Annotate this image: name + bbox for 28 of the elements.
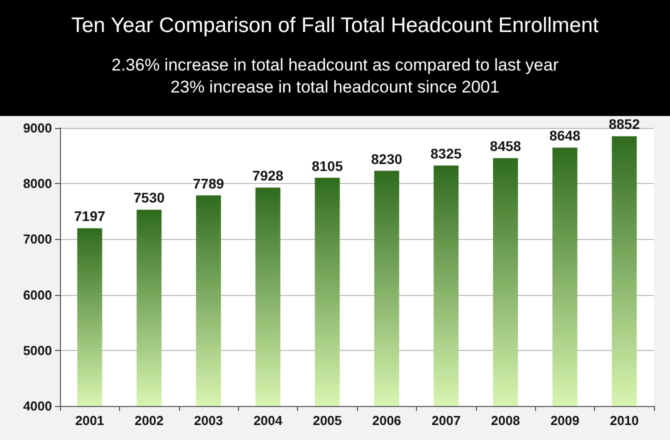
data-label: 8852 [608, 116, 640, 132]
x-tick-label: 2006 [372, 413, 402, 428]
data-label: 8105 [312, 158, 344, 174]
data-label: 7789 [192, 175, 224, 192]
x-tick-label: 2003 [194, 413, 223, 428]
chart-subtitle: 2.36% increase in total headcount as compared to last year 23% increase in total headcount since 2001 [112, 56, 559, 96]
data-label: 7197 [74, 208, 106, 224]
chart-title: Ten Year Comparison of Fall Total Headcount Enrollment [71, 14, 599, 37]
y-tick-label: 9000 [23, 120, 52, 136]
y-tick-label: 5000 [23, 342, 52, 358]
x-tick-label: 2004 [253, 413, 284, 428]
data-label: 8230 [371, 150, 402, 167]
x-tick-label: 2010 [610, 413, 639, 428]
x-tick-label: 2001 [75, 413, 104, 428]
x-tick-label: 2007 [432, 413, 461, 428]
x-tick-label: 2002 [134, 413, 164, 428]
x-tick-label: 2008 [491, 413, 520, 428]
data-label: 7928 [252, 168, 284, 184]
y-tick-label: 7000 [23, 232, 52, 247]
data-label: 8648 [549, 128, 581, 144]
y-tick-label: 6000 [23, 287, 52, 302]
x-tick-label: 2005 [312, 413, 342, 428]
x-tick-label: 2009 [550, 413, 580, 428]
y-tick-label: 8000 [23, 176, 52, 192]
y-tick-label: 4000 [23, 398, 52, 414]
data-label: 7530 [134, 190, 165, 206]
data-label: 8458 [490, 138, 522, 154]
data-label: 8325 [430, 146, 462, 162]
